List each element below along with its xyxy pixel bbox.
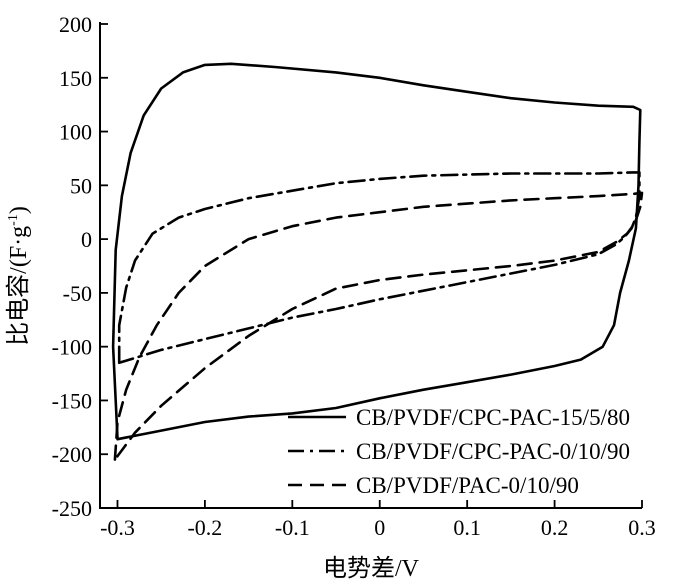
plot-area: -0.3 -0.2 -0.1 0 0.1 0.2 0.3 -250-200-150-100-…: [52, 12, 656, 540]
x-tick-label: 0.1: [453, 515, 481, 540]
y-tick-label: 0: [81, 227, 92, 252]
series-line-2: [117, 171, 641, 365]
series-layer: [111, 62, 644, 461]
y-tick-label: -250: [52, 496, 92, 521]
y-tick-label: -50: [63, 281, 92, 306]
series-line-1: [111, 62, 642, 441]
y-ticks: -250 -200 -150 -100 -50 0 50 100 150 200: [52, 12, 108, 521]
legend-label-1: CB/PVDF/CPC-PAC-15/5/80: [356, 405, 630, 430]
x-tick-label: 0.3: [628, 515, 656, 540]
y-tick-label: 50: [70, 173, 92, 198]
x-ticks: -0.3 -0.2 -0.1 0 0.1 0.2 0.3: [100, 500, 656, 540]
y-axis-title-main: 比电容/(F·g: [5, 226, 32, 346]
y-tick-label: 100: [59, 120, 92, 145]
x-tick-label: -0.2: [187, 515, 222, 540]
y-axis-title-suffix: ): [6, 206, 32, 214]
x-tick-label: 0: [374, 515, 385, 540]
y-axis-title: 比电容/(F·g-1): [5, 206, 32, 346]
series-line-3: [113, 191, 644, 461]
x-tick-label: 0.2: [541, 515, 569, 540]
legend: CB/PVDF/CPC-PAC-15/5/80 CB/PVDF/CPC-PAC-0…: [288, 405, 630, 498]
y-tick-label: 200: [59, 12, 92, 37]
y-axis-title-superscript: -1: [6, 214, 21, 226]
y-tick-label: -150: [52, 388, 92, 413]
y-tick-label: -100: [52, 335, 92, 360]
x-tick-label: -0.1: [275, 515, 310, 540]
legend-label-2: CB/PVDF/CPC-PAC-0/10/90: [356, 439, 630, 464]
legend-label-3: CB/PVDF/PAC-0/10/90: [356, 473, 579, 498]
y-tick-label: 150: [59, 66, 92, 91]
x-axis-title: 电势差/V: [323, 555, 420, 582]
y-tick-label: -200: [52, 442, 92, 467]
x-tick-label: -0.3: [100, 515, 135, 540]
